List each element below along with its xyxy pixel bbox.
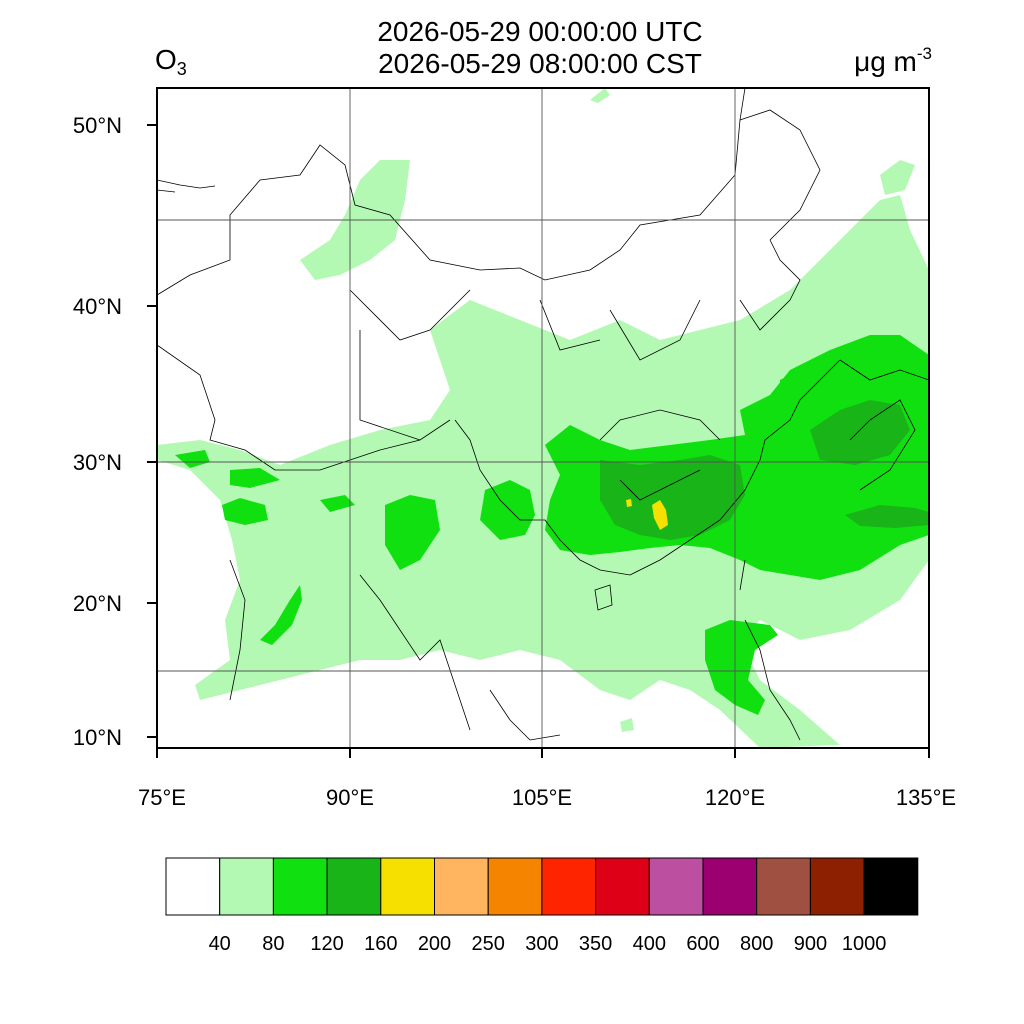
lat-tick-label: 20°N (73, 591, 122, 616)
colorbar-label: 40 (209, 933, 231, 955)
o3-dark-green-region (600, 400, 929, 540)
colorbar-swatch (863, 857, 919, 916)
units-text: μg m (854, 46, 917, 77)
colorbar-label: 120 (310, 933, 343, 955)
lat-tick-label: 40°N (73, 294, 122, 319)
colorbar-swatch (487, 857, 543, 916)
graticule (157, 88, 929, 748)
map-plot-area (157, 88, 929, 748)
colorbar-swatch (595, 857, 650, 916)
colorbar-label: 800 (740, 933, 773, 955)
colorbar-label: 900 (794, 933, 827, 955)
species-subscript: 3 (176, 59, 187, 79)
lat-tick-label: 10°N (73, 725, 122, 750)
colorbar-swatch (380, 857, 435, 916)
title-local-time: 2026-05-29 08:00:00 CST (378, 48, 702, 79)
colorbar-label: 350 (579, 933, 612, 955)
lon-tick-label: 135°E (896, 785, 956, 810)
colorbar-swatch (756, 857, 811, 916)
lon-tick-labels: 75°E 90°E 105°E 120°E 135°E (138, 785, 956, 810)
colorbar: 40 80 120 160 200 250 300 350 400 600 800 900 1000 (165, 857, 919, 955)
lat-tick-label: 30°N (73, 450, 122, 475)
colorbar-label: 200 (418, 933, 451, 955)
colorbar-swatch (702, 857, 758, 916)
colorbar-swatch (219, 857, 274, 916)
o3-yellow-region (626, 499, 668, 530)
colorbar-swatch (648, 857, 704, 916)
colorbar-label: 300 (525, 933, 558, 955)
lat-tick-marks (147, 124, 930, 758)
colorbar-label: 80 (262, 933, 284, 955)
units-label: μg m-3 (854, 44, 932, 78)
colorbar-swatch (272, 857, 328, 916)
colorbar-label: 1000 (842, 933, 887, 955)
lon-tick-label: 105°E (512, 785, 572, 810)
political-boundaries (157, 88, 929, 741)
species-label: O3 (155, 44, 187, 80)
colorbar-swatch (809, 857, 865, 916)
units-exponent: -3 (916, 44, 932, 63)
colorbar-label: 400 (633, 933, 666, 955)
colorbar-swatch (326, 857, 382, 916)
lon-tick-label: 90°E (326, 785, 374, 810)
colorbar-label: 160 (364, 933, 397, 955)
colorbar-label: 600 (686, 933, 719, 955)
lat-tick-labels: 50°N 40°N 30°N 20°N 10°N (73, 113, 122, 750)
colorbar-swatch (541, 857, 597, 916)
lat-tick-label: 50°N (73, 113, 122, 138)
title-utc: 2026-05-29 00:00:00 UTC (377, 16, 703, 47)
colorbar-swatch (165, 857, 221, 916)
lon-tick-label: 75°E (138, 785, 186, 810)
lon-tick-label: 120°E (705, 785, 765, 810)
colorbar-label: 250 (472, 933, 505, 955)
colorbar-swatch (434, 857, 489, 916)
species-symbol: O (155, 44, 177, 75)
